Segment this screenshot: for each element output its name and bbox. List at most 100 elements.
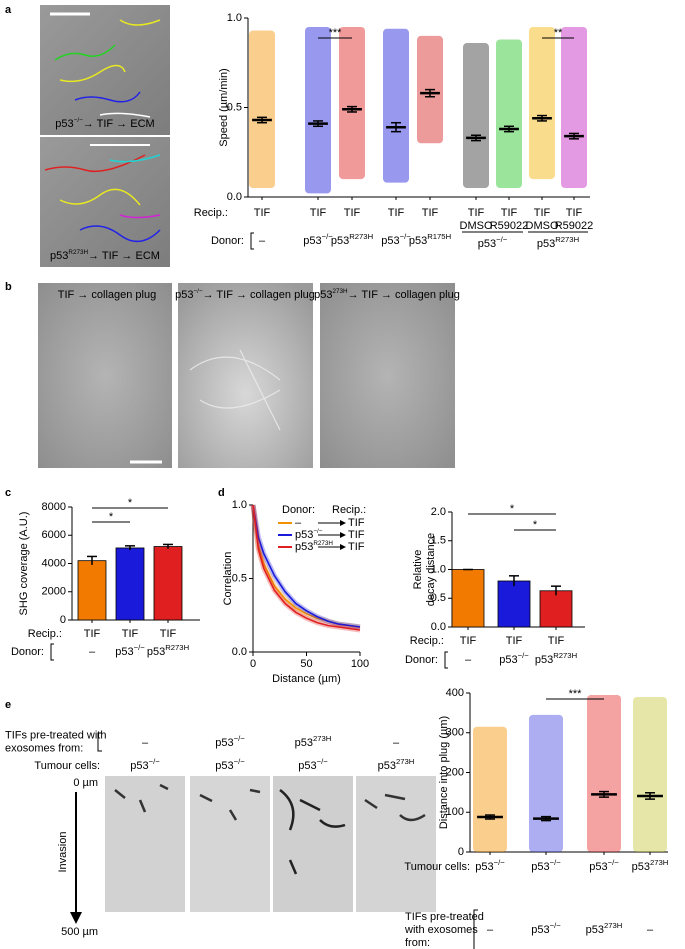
x-tick-label: 100 <box>351 658 369 670</box>
x-tick-label: TIF <box>388 207 405 219</box>
bracket <box>473 909 478 949</box>
y-tick-label: 0.0 <box>227 191 242 203</box>
bar <box>77 560 107 621</box>
image-caption: p53−/−→ TIF → ECM <box>55 117 154 130</box>
donor-label: p53R175H <box>409 232 451 247</box>
range-band <box>305 26 331 194</box>
row-title: with exosomes <box>404 924 478 936</box>
image-caption-sup: 273H <box>333 288 349 295</box>
image-caption-sup: R273H <box>68 249 88 256</box>
tumour-label: p53 <box>215 760 233 772</box>
y-tick-label: 2000 <box>42 586 66 598</box>
significance-label: * <box>128 497 133 509</box>
bracket <box>97 732 102 752</box>
pretreat-label-sup: −/− <box>234 734 246 743</box>
x-tick-label: TIF <box>254 207 271 219</box>
pretreat-label: – <box>393 737 400 749</box>
donor-label: p53 <box>478 238 496 250</box>
donor-label: p53 <box>331 235 349 247</box>
donor-label-sup: R273H <box>553 651 577 660</box>
donor-label: p53 <box>537 238 555 250</box>
x-tick-label: TIF <box>548 635 565 647</box>
y-tick-label: 200 <box>446 766 464 778</box>
x-tick-label-sup: 273H <box>650 858 668 867</box>
y-axis-label: decay distance <box>425 533 437 606</box>
image-a <box>40 5 170 267</box>
x-tick-label-sup: −/− <box>550 858 562 867</box>
x-tick-label-sup: −/− <box>608 858 620 867</box>
donor-label: p53−/− <box>499 651 529 666</box>
sub-label: DMSO <box>460 220 493 232</box>
donor-label: p53R273H <box>535 651 577 666</box>
axis-label: Invasion <box>57 832 69 873</box>
bar <box>153 546 183 621</box>
panel-label: b <box>5 281 12 293</box>
sub-label: DMSO <box>526 220 559 232</box>
donor-label-sup: 273H <box>604 921 622 930</box>
tumour-label-sup: 273H <box>396 757 414 766</box>
x-tick-label: TIF <box>310 207 327 219</box>
row-title: Donor: <box>211 235 244 247</box>
range-band <box>587 694 621 852</box>
y-tick-label: 300 <box>446 727 464 739</box>
donor-label-sup: −/− <box>134 643 146 652</box>
x-tick-label: p53 <box>589 861 607 873</box>
image-caption: p53−/−→ TIF → collagen plug <box>175 288 315 301</box>
arrow-head <box>340 532 346 538</box>
row-title: Recip.: <box>194 207 228 219</box>
tumour-label-sup: −/− <box>234 757 246 766</box>
donor-label: p53 <box>531 924 549 936</box>
depth-label: 0 µm <box>73 777 98 789</box>
donor-label-sup: −/− <box>550 921 562 930</box>
series-line <box>252 504 361 631</box>
legend-label: p53 <box>295 541 313 553</box>
y-tick-label: 4000 <box>42 557 66 569</box>
donor-label-sup: −/− <box>400 232 412 241</box>
range-band <box>561 26 587 189</box>
y-tick-label: 8000 <box>42 501 66 513</box>
y-tick-label: 0.5 <box>232 572 247 584</box>
legend-label: – <box>295 517 302 529</box>
donor-label-sup: R175H <box>427 232 451 241</box>
tumour-label: p53273H <box>378 757 415 772</box>
x-tick-label: p53−/− <box>475 858 505 873</box>
panel-label: c <box>5 487 11 499</box>
image-e <box>105 776 436 912</box>
donor-label: – <box>465 654 472 666</box>
donor-label: p53−/− <box>303 232 333 247</box>
y-tick-label: 1.0 <box>232 499 247 511</box>
series-line <box>252 504 361 628</box>
arrow-head <box>340 544 346 550</box>
x-axis-label: Distance (µm) <box>272 673 341 685</box>
bracket <box>50 643 54 661</box>
y-tick-label: 0 <box>60 614 66 626</box>
y-tick-label: 6000 <box>42 529 66 541</box>
y-axis-label: Correlation <box>222 552 234 606</box>
donor-label: p53 <box>409 235 427 247</box>
y-tick-label: 2.0 <box>431 506 446 518</box>
donor-label: – <box>89 646 96 658</box>
range-band <box>529 714 563 852</box>
row-title: TIFs pre-treated <box>405 911 484 923</box>
legend-label: – <box>295 517 302 529</box>
donor-label: p53 <box>381 235 399 247</box>
x-tick-label: TIF <box>460 635 477 647</box>
significance-label: ** <box>554 27 563 39</box>
x-tick-label: TIF <box>534 207 551 219</box>
donor-label: – <box>487 924 494 936</box>
y-tick-label: 0.0 <box>431 621 446 633</box>
x-tick-label: TIF <box>422 207 439 219</box>
y-tick-label: 0.5 <box>431 592 446 604</box>
legend-label-sup: −/− <box>313 528 322 535</box>
range-band <box>633 696 667 852</box>
sub-label: R59022 <box>490 220 529 232</box>
significance-label: * <box>109 511 114 523</box>
pretreat-label: p53273H <box>295 734 332 749</box>
pretreat-label: p53 <box>215 737 233 749</box>
row-title: Recip.: <box>410 635 444 647</box>
donor-label: p53R273H <box>537 235 579 250</box>
depth-label: 500 µm <box>61 926 98 938</box>
y-axis-label: Speed (µm/min) <box>218 68 230 146</box>
donor-label: p53−/− <box>478 235 508 250</box>
